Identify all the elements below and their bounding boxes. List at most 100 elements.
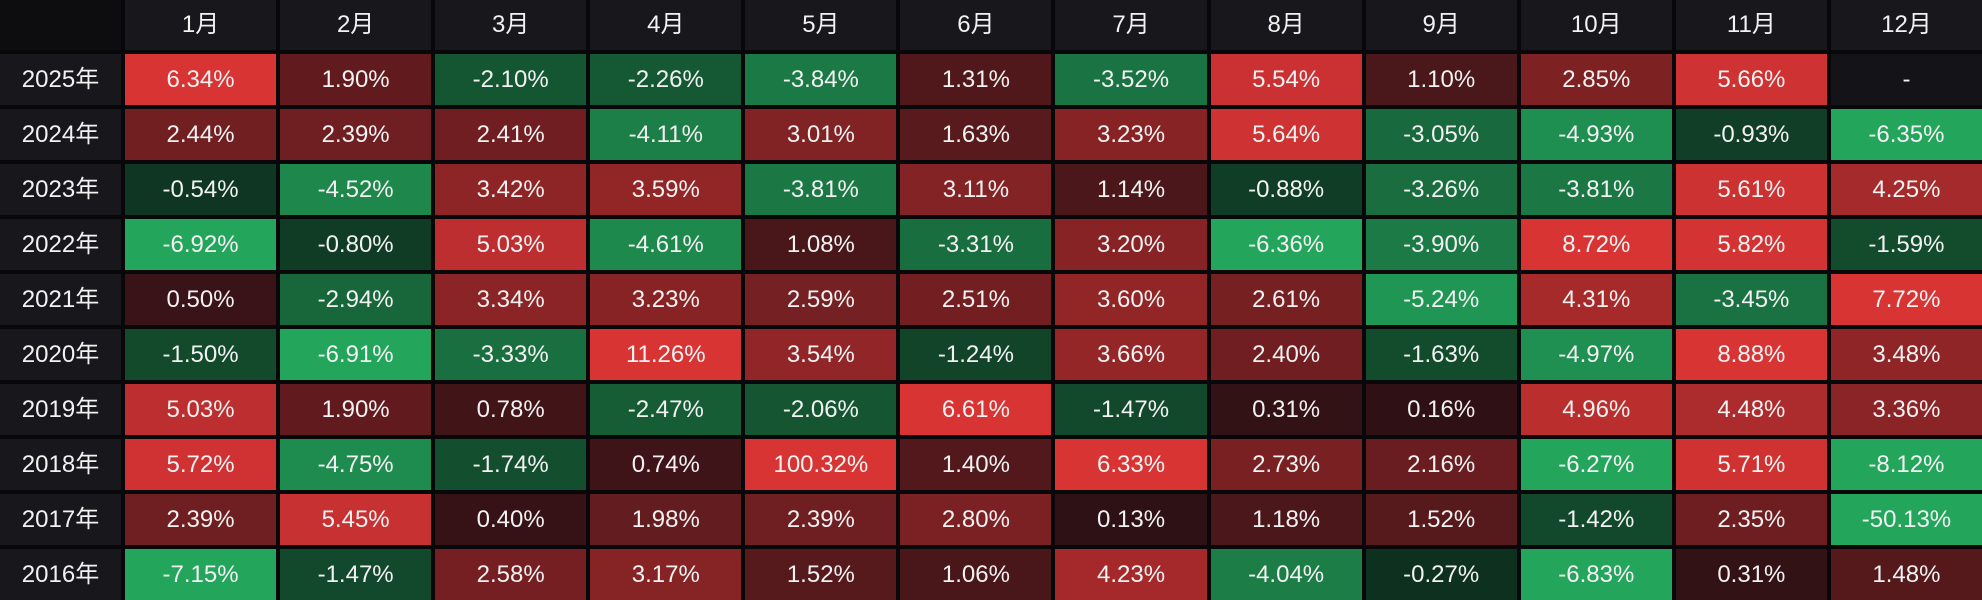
return-cell: 3.59%: [590, 164, 742, 215]
month-header: 11月: [1675, 0, 1827, 50]
return-cell: 3.34%: [435, 274, 587, 325]
return-cell: -3.90%: [1365, 219, 1517, 270]
return-cell: 1.40%: [900, 439, 1052, 490]
return-cell: 2.44%: [125, 109, 277, 160]
month-header: 7月: [1055, 0, 1207, 50]
return-cell: -3.31%: [900, 219, 1052, 270]
return-cell: -6.35%: [1830, 109, 1982, 160]
return-cell: 4.25%: [1830, 164, 1982, 215]
return-cell: 1.98%: [590, 494, 742, 545]
return-cell: 7.72%: [1830, 274, 1982, 325]
return-cell: 1.06%: [900, 549, 1052, 600]
return-cell: 5.45%: [280, 494, 432, 545]
return-cell: -4.97%: [1520, 329, 1672, 380]
return-cell: -1.63%: [1365, 329, 1517, 380]
return-cell: 5.03%: [125, 384, 277, 435]
return-cell: 8.72%: [1520, 219, 1672, 270]
year-label: 2019年: [0, 384, 121, 435]
return-cell: 3.60%: [1055, 274, 1207, 325]
return-cell: 2.35%: [1675, 494, 1827, 545]
return-cell: -1.74%: [435, 439, 587, 490]
return-cell: -6.36%: [1210, 219, 1362, 270]
return-cell: -1.47%: [1055, 384, 1207, 435]
year-label: 2017年: [0, 494, 121, 545]
return-cell: 2.40%: [1210, 329, 1362, 380]
return-cell: -3.45%: [1675, 274, 1827, 325]
return-cell: 3.54%: [745, 329, 897, 380]
year-label: 2023年: [0, 164, 121, 215]
month-header: 5月: [745, 0, 897, 50]
year-label: 2018年: [0, 439, 121, 490]
return-cell: 3.23%: [590, 274, 742, 325]
return-cell: 3.36%: [1830, 384, 1982, 435]
return-cell: 1.52%: [1365, 494, 1517, 545]
return-cell: 5.72%: [125, 439, 277, 490]
return-cell: 0.16%: [1365, 384, 1517, 435]
return-cell: -3.33%: [435, 329, 587, 380]
year-label: 2020年: [0, 329, 121, 380]
return-cell: 2.39%: [745, 494, 897, 545]
return-cell: -0.88%: [1210, 164, 1362, 215]
return-cell: -0.80%: [280, 219, 432, 270]
return-cell: -4.52%: [280, 164, 432, 215]
return-cell: 4.31%: [1520, 274, 1672, 325]
corner-cell: [0, 0, 121, 50]
return-cell: 1.14%: [1055, 164, 1207, 215]
return-cell: -: [1830, 54, 1982, 105]
return-cell: 3.17%: [590, 549, 742, 600]
return-cell: -5.24%: [1365, 274, 1517, 325]
return-cell: 0.78%: [435, 384, 587, 435]
return-cell: 2.51%: [900, 274, 1052, 325]
return-cell: 5.82%: [1675, 219, 1827, 270]
return-cell: 3.20%: [1055, 219, 1207, 270]
return-cell: 3.11%: [900, 164, 1052, 215]
return-cell: 2.61%: [1210, 274, 1362, 325]
return-cell: 4.23%: [1055, 549, 1207, 600]
return-cell: -2.06%: [745, 384, 897, 435]
month-header: 3月: [435, 0, 587, 50]
return-cell: 2.58%: [435, 549, 587, 600]
return-cell: -4.04%: [1210, 549, 1362, 600]
return-cell: -2.26%: [590, 54, 742, 105]
return-cell: 3.01%: [745, 109, 897, 160]
month-header: 9月: [1365, 0, 1517, 50]
return-cell: -4.11%: [590, 109, 742, 160]
return-cell: -3.81%: [745, 164, 897, 215]
return-cell: -2.94%: [280, 274, 432, 325]
month-header: 4月: [590, 0, 742, 50]
return-cell: 1.63%: [900, 109, 1052, 160]
return-cell: 0.31%: [1675, 549, 1827, 600]
year-label: 2021年: [0, 274, 121, 325]
return-cell: -0.93%: [1675, 109, 1827, 160]
year-label: 2025年: [0, 54, 121, 105]
return-cell: 3.48%: [1830, 329, 1982, 380]
return-cell: 2.39%: [125, 494, 277, 545]
return-cell: 1.10%: [1365, 54, 1517, 105]
return-cell: 1.31%: [900, 54, 1052, 105]
return-cell: 100.32%: [745, 439, 897, 490]
return-cell: 6.61%: [900, 384, 1052, 435]
return-cell: 5.61%: [1675, 164, 1827, 215]
return-cell: 1.48%: [1830, 549, 1982, 600]
return-cell: 2.16%: [1365, 439, 1517, 490]
return-cell: 2.39%: [280, 109, 432, 160]
return-cell: -1.59%: [1830, 219, 1982, 270]
return-cell: 5.66%: [1675, 54, 1827, 105]
return-cell: 6.33%: [1055, 439, 1207, 490]
return-cell: 8.88%: [1675, 329, 1827, 380]
return-cell: 1.08%: [745, 219, 897, 270]
month-header: 1月: [125, 0, 277, 50]
return-cell: -2.10%: [435, 54, 587, 105]
return-cell: 6.34%: [125, 54, 277, 105]
return-cell: -2.47%: [590, 384, 742, 435]
return-cell: 5.03%: [435, 219, 587, 270]
return-cell: 0.40%: [435, 494, 587, 545]
return-cell: 3.66%: [1055, 329, 1207, 380]
return-cell: 3.23%: [1055, 109, 1207, 160]
month-header: 8月: [1210, 0, 1362, 50]
return-cell: 0.13%: [1055, 494, 1207, 545]
return-cell: -1.50%: [125, 329, 277, 380]
return-cell: -6.92%: [125, 219, 277, 270]
return-cell: 2.85%: [1520, 54, 1672, 105]
